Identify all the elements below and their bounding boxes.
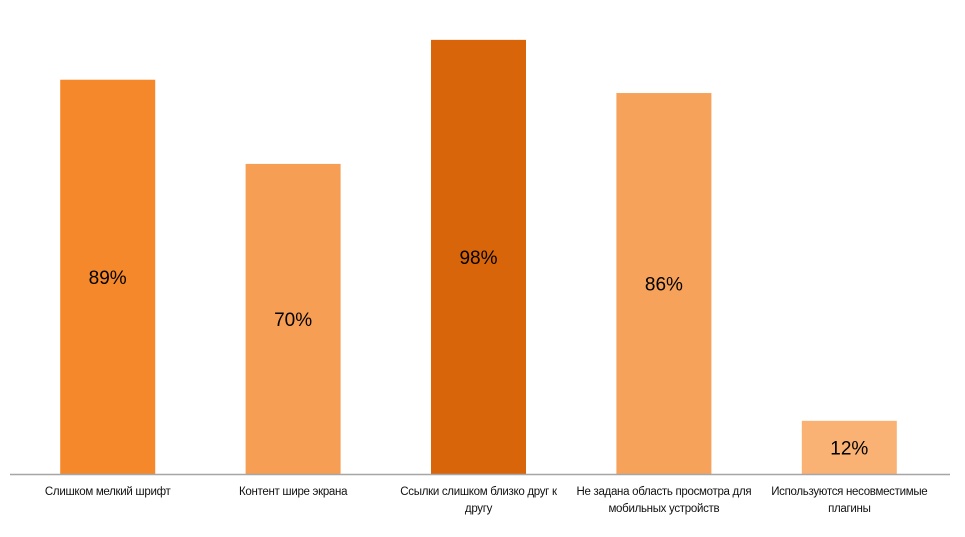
bar [245,163,341,474]
category-label: Не задана область просмотра для мобильны… [576,486,752,515]
category-label: Ссылки слишком близко друг к другу [400,486,557,515]
data-label: 70% [274,310,312,331]
category-label: Используются несовместимые плагины [771,486,928,515]
category-label: Контент шире экрана [239,486,348,498]
bar [801,420,897,474]
data-label: 86% [645,275,683,296]
bar [60,79,156,474]
data-label: 12% [830,438,868,459]
category-label: Слишком мелкий шрифт [44,486,171,498]
bar [616,93,712,475]
bar [431,39,526,475]
data-label: 89% [89,268,127,289]
data-label: 98% [459,248,497,269]
